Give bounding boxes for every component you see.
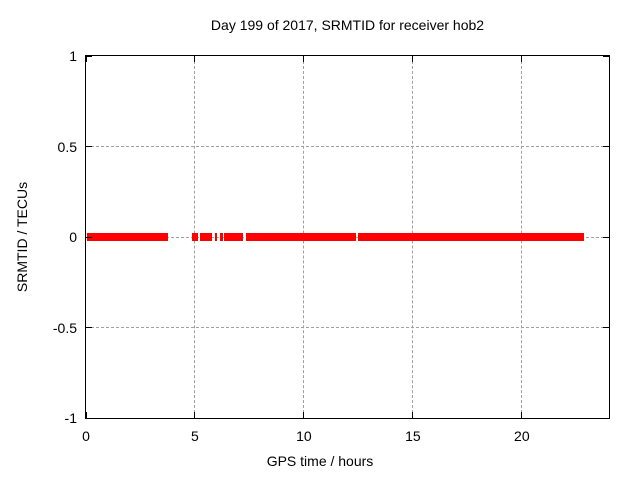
y-tick-mark-mirror: [603, 55, 609, 57]
data-segment: [199, 233, 213, 241]
x-tick-mark-mirror: [521, 56, 523, 62]
data-segment: [87, 233, 168, 241]
y-gridline: [86, 327, 609, 328]
y-tick-label: 0.5: [57, 138, 77, 155]
y-tick-mark: [86, 236, 92, 238]
x-tick-mark: [303, 412, 305, 418]
y-tick-label: 1: [69, 48, 77, 64]
y-tick-mark-mirror: [603, 417, 609, 419]
data-segment: [191, 233, 198, 241]
x-tick-label: 20: [514, 428, 530, 444]
x-tick-mark: [412, 412, 414, 418]
x-tick-mark-mirror: [303, 56, 305, 62]
y-tick-mark-mirror: [603, 146, 609, 147]
plot-area: [85, 55, 610, 419]
y-tick-mark: [86, 55, 92, 57]
y-tick-label: 0: [69, 229, 77, 245]
x-axis-label: GPS time / hours: [266, 453, 374, 469]
y-tick-mark-mirror: [603, 236, 609, 238]
y-tick-label: -1: [64, 410, 77, 426]
chart-title: Day 199 of 2017, SRMTID for receiver hob…: [210, 17, 485, 33]
y-tick-label: -0.5: [52, 319, 77, 336]
x-tick-label: 10: [296, 428, 312, 444]
x-tick-label: 5: [191, 428, 199, 444]
data-segment: [220, 233, 224, 241]
tick-marks-layer: [85, 55, 609, 419]
y-tick-mark: [86, 327, 92, 328]
x-tick-label: 15: [405, 428, 421, 444]
x-tick-mark: [194, 412, 196, 418]
y-tick-mark: [86, 417, 92, 419]
data-segment: [358, 233, 584, 241]
y-tick-mark: [86, 146, 92, 147]
data-segment: [245, 233, 357, 241]
series-layer: [86, 56, 609, 418]
y-gridline: [86, 146, 609, 147]
x-tick-label: 0: [82, 428, 90, 444]
x-tick-mark: [521, 412, 523, 418]
x-tick-mark-mirror: [194, 56, 196, 62]
data-segment: [215, 233, 218, 241]
x-tick-mark: [85, 412, 87, 418]
y-tick-mark-mirror: [603, 327, 609, 328]
x-tick-mark-mirror: [412, 56, 414, 62]
data-segment: [223, 233, 243, 241]
x-tick-mark-mirror: [85, 56, 87, 62]
